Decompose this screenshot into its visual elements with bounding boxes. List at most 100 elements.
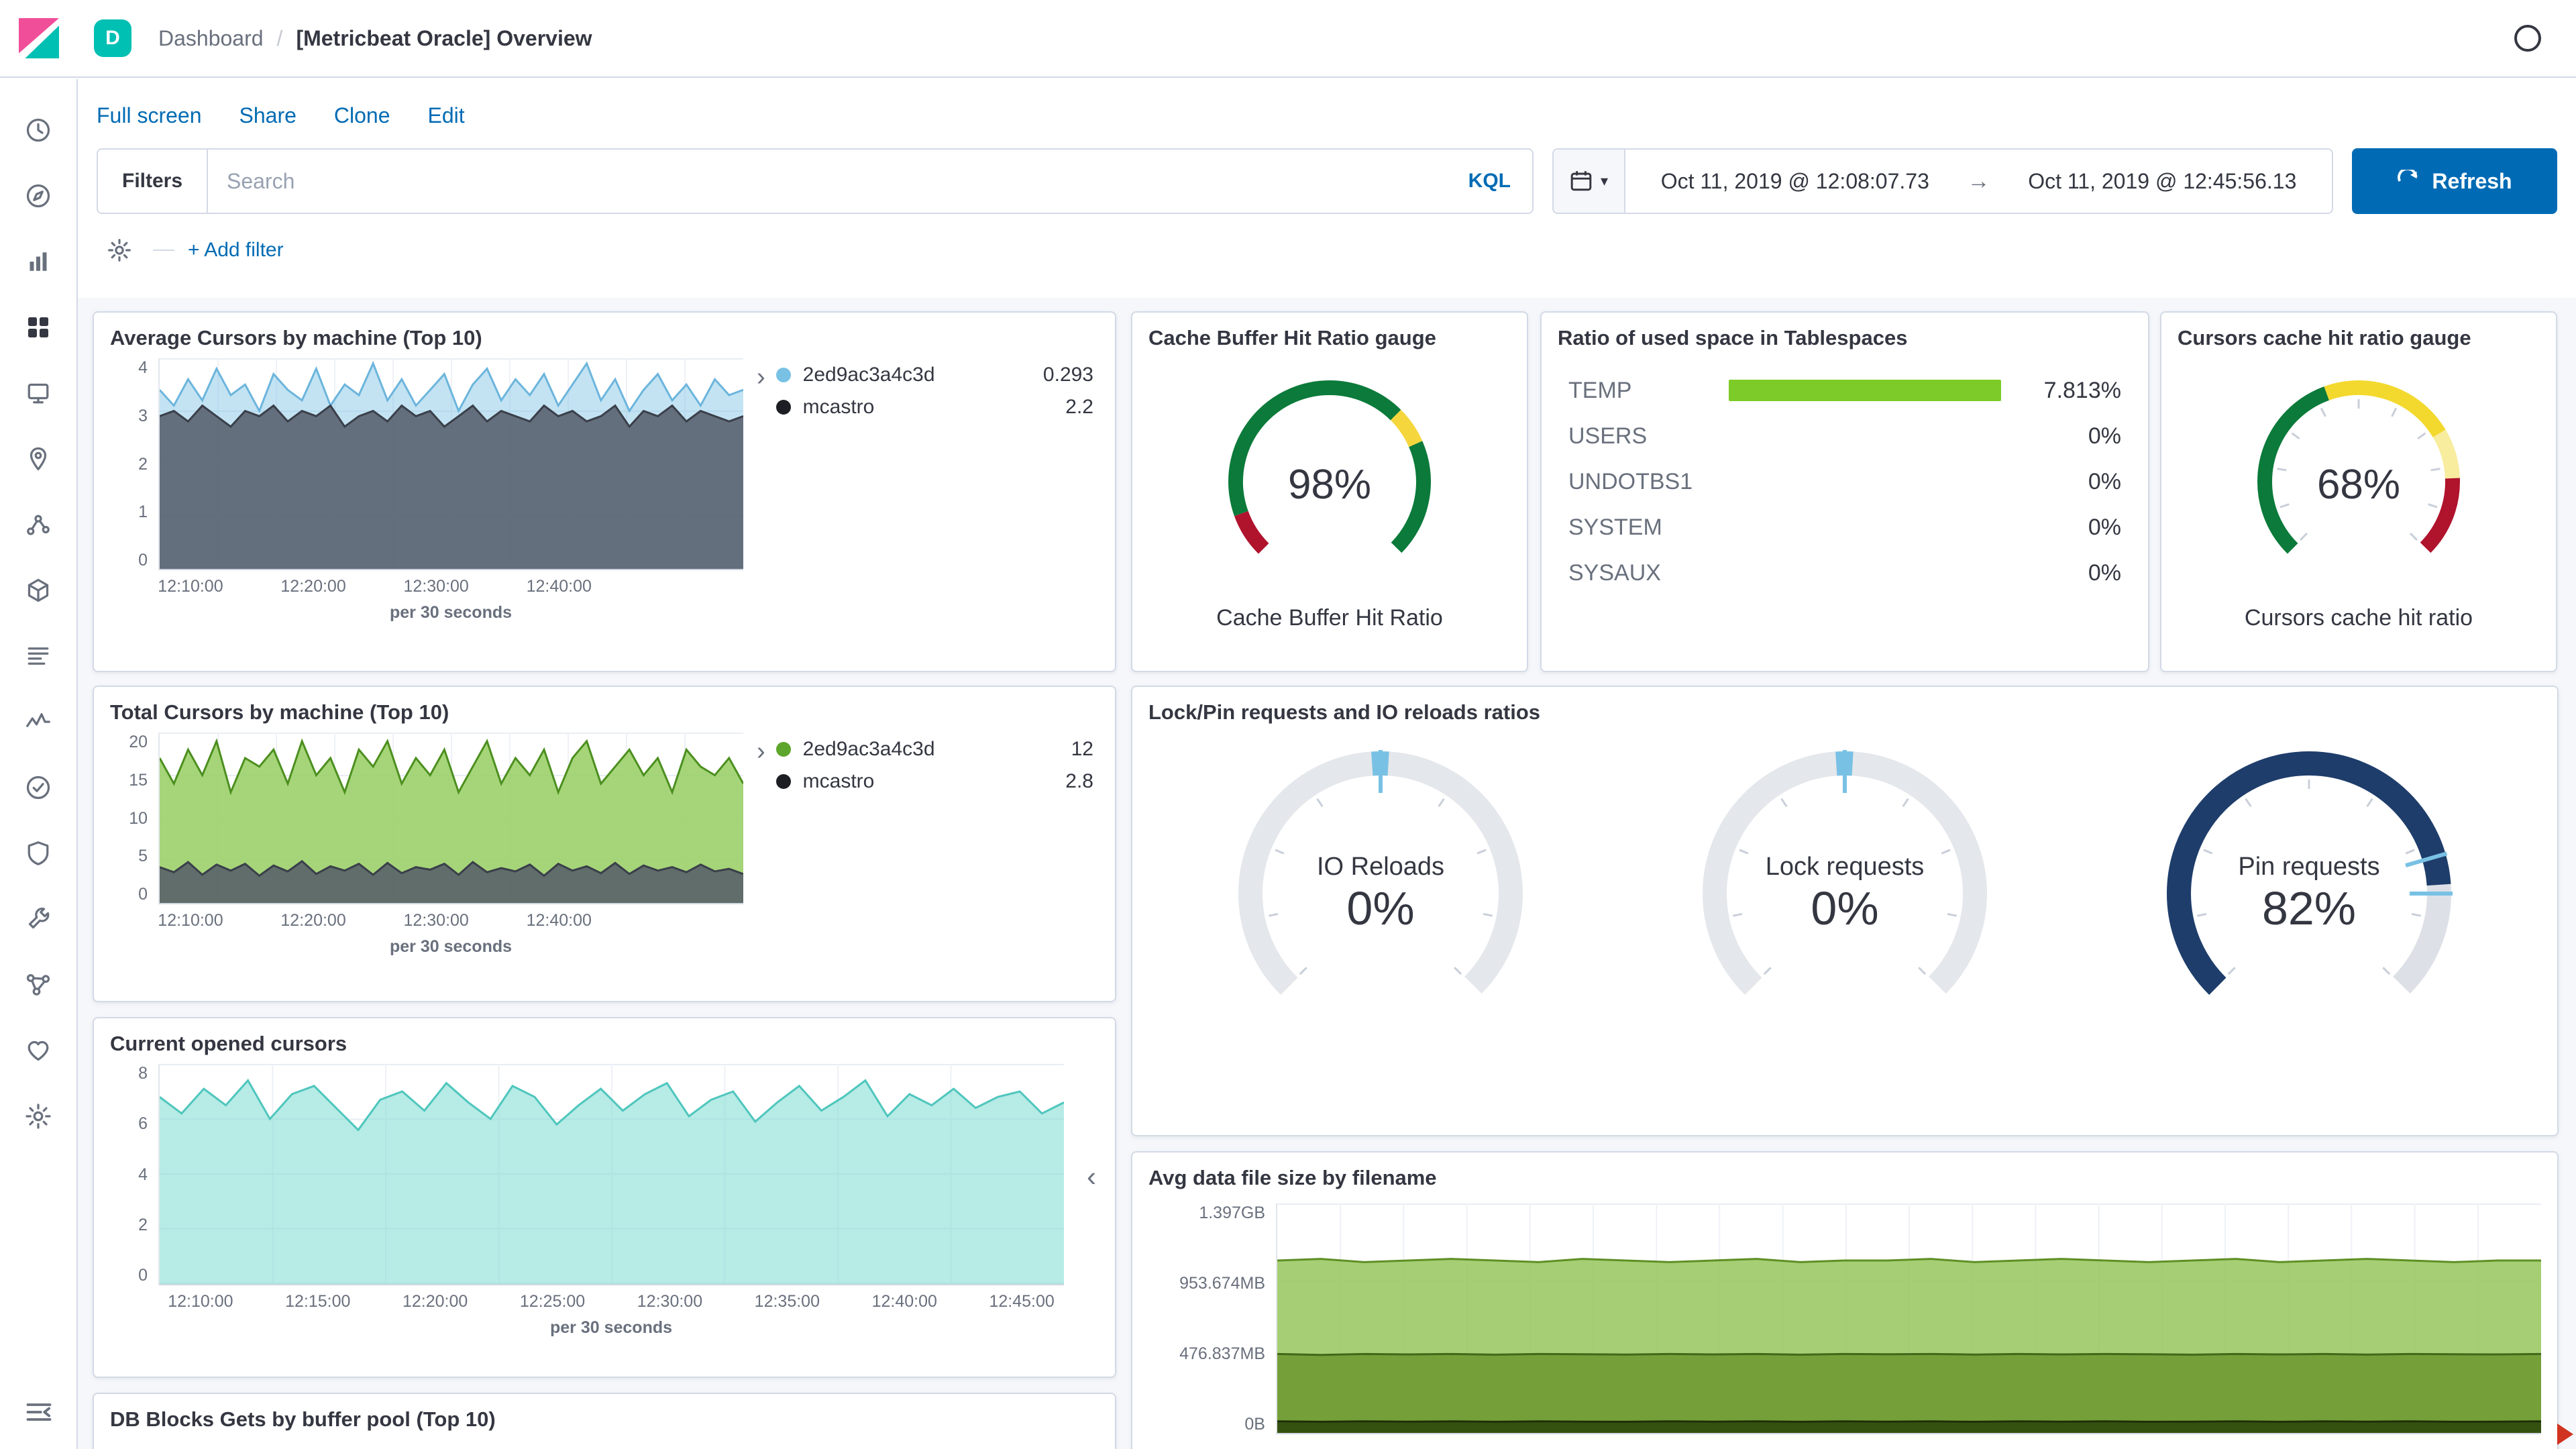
tablespace-row[interactable]: SYSTEM 0% [1568,511,2121,543]
x-axis-title: per 30 seconds [549,1318,673,1337]
sidebar-item-recently-viewed[interactable] [11,103,65,157]
axis-tick: 20 [129,733,148,751]
panel-title[interactable]: DB Blocks Gets by buffer pool (Top 10) [110,1407,496,1431]
sidebar-item-siem[interactable] [11,826,65,880]
sidebar-item-discover[interactable] [11,169,65,223]
tablespace-row[interactable]: UNDOTBS1 0% [1568,466,2121,498]
legend-series-name: 2ed9ac3a4c3d [802,738,935,760]
tablespace-row[interactable]: USERS 0% [1568,420,2121,452]
search-input[interactable] [208,168,1447,194]
axis-tick: 8 [138,1064,148,1083]
axis-tick: 5 [138,847,148,866]
sidebar-item-management[interactable] [11,1089,65,1143]
page-title: [Metricbeat Oracle] Overview [296,25,592,50]
legend-series-value: 2.2 [1065,396,1093,418]
sidebar-item-uptime[interactable] [11,761,65,814]
legend-item[interactable]: mcastro 2.2 [775,396,1093,419]
gauge-label: Cursors cache hit ratio [2244,605,2473,631]
series-color-dot [775,774,791,789]
sidebar-item-machine-learning[interactable] [11,498,65,551]
filters-button[interactable]: Filters [98,150,209,213]
sidebar-item-apm[interactable] [11,695,65,749]
sidebar-item-metrics[interactable] [11,564,65,617]
series-color-dot [775,368,791,382]
panel-total-cursors: Total Cursors by machine (Top 10) 20 15 10… [93,686,1116,1002]
collapse-nav-button[interactable] [16,1396,62,1433]
legend-series-name: mcastro [802,770,875,792]
io-reloads-gauge: IO Reloads 0% [1213,733,1548,1055]
legend-series-value: 12 [1071,738,1093,760]
legend-item[interactable]: mcastro 2.8 [775,770,1093,793]
cache-buffer-gauge: 98% [1209,374,1450,594]
gauge-label: Pin requests [2238,852,2380,881]
panel-title[interactable]: Average Cursors by machine (Top 10) [110,326,482,350]
date-picker-toggle[interactable]: ▾ [1554,150,1626,213]
edit-button[interactable]: Edit [427,103,465,127]
axis-tick: 12:30:00 [637,1292,703,1311]
shield-icon [28,841,49,865]
sidebar-item-graph[interactable] [11,958,65,1012]
axis-tick: 12:35:00 [754,1292,820,1311]
chart-legend: › 2ed9ac3a4c3d 0.293 mcastro 2.2 [743,358,1099,623]
filter-options-button[interactable] [99,237,140,264]
tablespace-row[interactable]: TEMP 7.813% [1568,374,2121,407]
legend-toggle-icon[interactable]: › [757,364,776,390]
time-series-chart: 1.397GB 953.674MB 476.837MB 0B [1148,1203,2542,1434]
pulse-line-icon [26,713,50,727]
panel-title[interactable]: Ratio of used space in Tablespaces [1558,326,1908,350]
axis-tick: 0 [138,1266,148,1285]
legend-series-value: 0.293 [1042,364,1093,386]
legend-expand-icon[interactable]: ‹ [1079,1159,1104,1194]
x-axis-labels: 12:10:00 12:20:00 12:30:00 12:40:00 [158,911,743,930]
sidebar-item-stack-monitoring[interactable] [11,1024,65,1077]
panel-title[interactable]: Lock/Pin requests and IO reloads ratios [1148,700,1541,724]
axis-tick: 12:25:00 [519,1292,586,1311]
account-icon[interactable] [2509,19,2546,57]
sidebar-item-canvas[interactable] [11,366,65,420]
kibana-logo[interactable] [0,17,78,60]
end-date-button[interactable]: Oct 11, 2019 @ 12:45:56.13 [1993,169,2332,194]
data-file-size-plot[interactable] [1276,1203,2542,1434]
legend-item[interactable]: 2ed9ac3a4c3d 0.293 [775,364,1093,386]
sidebar-item-maps[interactable] [11,432,65,486]
tablespace-value: 0% [2088,514,2121,540]
avg-cursors-plot[interactable] [158,358,744,570]
sidebar-item-logs[interactable] [11,629,65,683]
clone-button[interactable]: Clone [333,103,390,127]
start-date-button[interactable]: Oct 11, 2019 @ 12:08:07.73 [1625,169,1964,194]
app-nav-sidebar [0,79,78,1449]
wrench-icon [28,907,50,929]
x-axis-labels: 12:10:00 12:20:00 12:30:00 12:40:00 [158,577,743,596]
axis-tick: 0 [138,885,148,904]
search-group: Filters KQL [97,148,1534,214]
breadcrumb-dashboard[interactable]: Dashboard [158,25,264,50]
sidebar-item-dashboard[interactable] [11,301,65,354]
tablespace-row[interactable]: SYSAUX 0% [1568,557,2121,589]
sidebar-item-visualize[interactable] [11,235,65,288]
axis-tick: 12:30:00 [403,911,469,930]
gear-icon [25,1104,51,1129]
axis-tick: 4 [138,358,148,377]
gauge-value: 68% [2316,461,2401,508]
total-cursors-plot[interactable] [158,733,745,904]
opened-cursors-plot[interactable] [158,1064,1065,1285]
axis-tick: 2 [138,1215,148,1234]
space-avatar[interactable]: D [94,19,131,57]
legend-toggle-icon[interactable]: › [757,738,776,765]
y-axis-labels: 20 15 10 5 0 [110,733,158,904]
full-screen-button[interactable]: Full screen [97,103,202,127]
refresh-button[interactable]: Refresh [2352,148,2557,214]
legend-item[interactable]: 2ed9ac3a4c3d 12 [775,738,1093,761]
share-button[interactable]: Share [239,103,297,127]
panel-title[interactable]: Cache Buffer Hit Ratio gauge [1148,326,1436,350]
tablespace-value: 0% [2088,423,2121,449]
panel-title[interactable]: Cursors cache hit ratio gauge [2178,326,2471,350]
panel-title[interactable]: Avg data file size by filename [1148,1166,1437,1189]
sidebar-item-dev-tools[interactable] [11,892,65,946]
panel-title[interactable]: Total Cursors by machine (Top 10) [110,700,449,724]
add-filter-button[interactable]: + Add filter [188,239,284,261]
panel-title[interactable]: Current opened cursors [110,1032,347,1055]
lock-requests-gauge: Lock requests 0% [1677,733,2012,1055]
kql-button[interactable]: KQL [1447,170,1532,193]
